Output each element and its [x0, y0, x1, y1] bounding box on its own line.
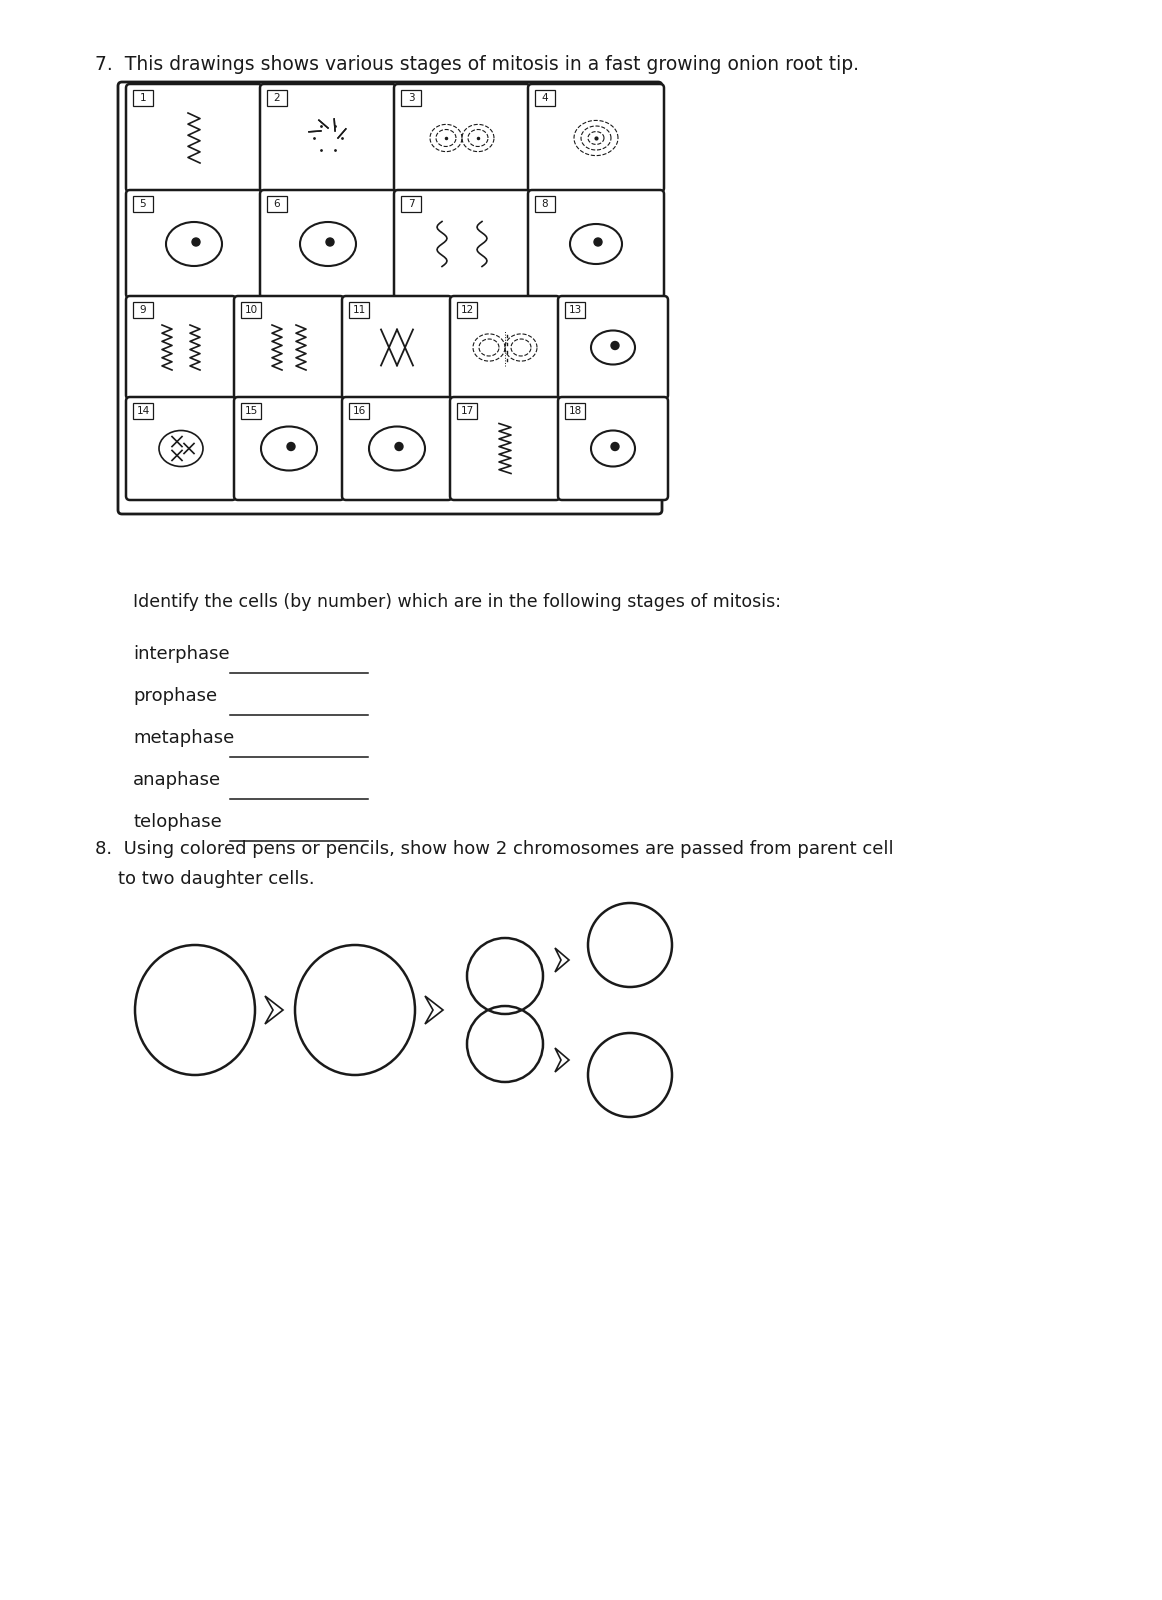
FancyBboxPatch shape: [267, 195, 287, 211]
Text: 17: 17: [460, 406, 474, 416]
FancyBboxPatch shape: [342, 397, 452, 499]
FancyBboxPatch shape: [558, 296, 668, 398]
Text: 3: 3: [408, 93, 415, 102]
FancyBboxPatch shape: [260, 190, 396, 298]
FancyBboxPatch shape: [125, 190, 261, 298]
FancyBboxPatch shape: [565, 403, 584, 419]
FancyBboxPatch shape: [241, 302, 261, 318]
Text: 13: 13: [568, 306, 582, 315]
Text: 8: 8: [541, 198, 548, 210]
FancyBboxPatch shape: [535, 90, 555, 106]
FancyBboxPatch shape: [401, 90, 421, 106]
FancyBboxPatch shape: [125, 83, 261, 192]
FancyBboxPatch shape: [349, 403, 370, 419]
Circle shape: [287, 443, 295, 451]
FancyBboxPatch shape: [132, 302, 153, 318]
Circle shape: [611, 341, 619, 349]
FancyBboxPatch shape: [394, 190, 530, 298]
Text: anaphase: anaphase: [132, 771, 221, 789]
Circle shape: [395, 443, 403, 451]
Text: 7.  This drawings shows various stages of mitosis in a fast growing onion root t: 7. This drawings shows various stages of…: [95, 54, 859, 74]
FancyBboxPatch shape: [457, 302, 476, 318]
Text: metaphase: metaphase: [132, 730, 235, 747]
FancyBboxPatch shape: [125, 397, 236, 499]
Circle shape: [192, 238, 200, 246]
Text: Identify the cells (by number) which are in the following stages of mitosis:: Identify the cells (by number) which are…: [132, 594, 781, 611]
FancyBboxPatch shape: [132, 90, 153, 106]
FancyBboxPatch shape: [450, 397, 560, 499]
FancyBboxPatch shape: [457, 403, 476, 419]
FancyBboxPatch shape: [241, 403, 261, 419]
Text: 4: 4: [541, 93, 548, 102]
Text: 6: 6: [274, 198, 280, 210]
FancyBboxPatch shape: [234, 397, 344, 499]
Text: 11: 11: [352, 306, 366, 315]
Text: 16: 16: [352, 406, 366, 416]
FancyBboxPatch shape: [267, 90, 287, 106]
Circle shape: [594, 238, 602, 246]
Text: to two daughter cells.: to two daughter cells.: [95, 870, 315, 888]
Text: telophase: telophase: [132, 813, 222, 830]
Text: 15: 15: [244, 406, 258, 416]
FancyBboxPatch shape: [535, 195, 555, 211]
FancyBboxPatch shape: [450, 296, 560, 398]
FancyBboxPatch shape: [132, 403, 153, 419]
Text: 8.  Using colored pens or pencils, show how 2 chromosomes are passed from parent: 8. Using colored pens or pencils, show h…: [95, 840, 894, 858]
Text: 9: 9: [139, 306, 146, 315]
Text: 5: 5: [139, 198, 146, 210]
Text: 1: 1: [139, 93, 146, 102]
FancyBboxPatch shape: [528, 190, 664, 298]
Text: interphase: interphase: [132, 645, 230, 662]
Text: 10: 10: [244, 306, 258, 315]
Text: prophase: prophase: [132, 686, 217, 706]
FancyBboxPatch shape: [565, 302, 584, 318]
Text: 2: 2: [274, 93, 280, 102]
Text: 12: 12: [460, 306, 474, 315]
FancyBboxPatch shape: [401, 195, 421, 211]
FancyBboxPatch shape: [342, 296, 452, 398]
Circle shape: [611, 443, 619, 451]
FancyBboxPatch shape: [125, 296, 236, 398]
FancyBboxPatch shape: [394, 83, 530, 192]
FancyBboxPatch shape: [234, 296, 344, 398]
FancyBboxPatch shape: [349, 302, 370, 318]
FancyBboxPatch shape: [558, 397, 668, 499]
FancyBboxPatch shape: [132, 195, 153, 211]
FancyBboxPatch shape: [260, 83, 396, 192]
FancyBboxPatch shape: [528, 83, 664, 192]
Text: 18: 18: [568, 406, 582, 416]
Text: 14: 14: [136, 406, 150, 416]
Text: 7: 7: [408, 198, 415, 210]
Circle shape: [327, 238, 333, 246]
